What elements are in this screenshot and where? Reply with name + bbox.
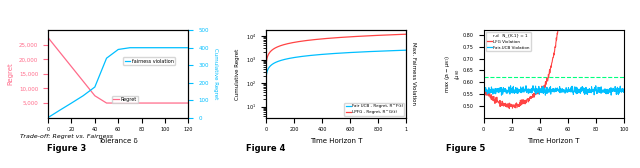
Legend: Fair UCB - Regret, R^F(t), LPFG - Regret, R^G(t): Fair UCB - Regret, R^F(t), LPFG - Regret… [344,103,404,116]
Y-axis label: Regret: Regret [8,62,13,85]
X-axis label: Tolerance δ: Tolerance δ [99,138,138,144]
Y-axis label: Max. Fairness Violation: Max. Fairness Violation [411,43,416,106]
X-axis label: Time Horizon T: Time Horizon T [527,138,580,144]
Text: Figure 4: Figure 4 [246,144,285,153]
Legend: Regret: Regret [112,96,138,103]
Text: Figure 3: Figure 3 [47,144,86,153]
Legend: r,d   N_{K-1} = 1, LFG Violation, Fair-UCB Violation: r,d N_{K-1} = 1, LFG Violation, Fair-UCB… [486,32,531,51]
Text: Trade-off: Regret vs. Fairness: Trade-off: Regret vs. Fairness [20,134,113,139]
Legend: fairness violation: fairness violation [123,57,175,65]
Text: Figure 5: Figure 5 [445,144,485,153]
Y-axis label: max $(p_i - μ_{(K)})$
$/μ_{(K)}$: max $(p_i - μ_{(K)})$ $/μ_{(K)}$ [444,55,461,93]
Y-axis label: Cumulative Regret: Cumulative Regret [236,48,240,100]
Y-axis label: Cumulative Regret: Cumulative Regret [213,48,218,100]
X-axis label: Time Horizon T: Time Horizon T [310,138,362,144]
